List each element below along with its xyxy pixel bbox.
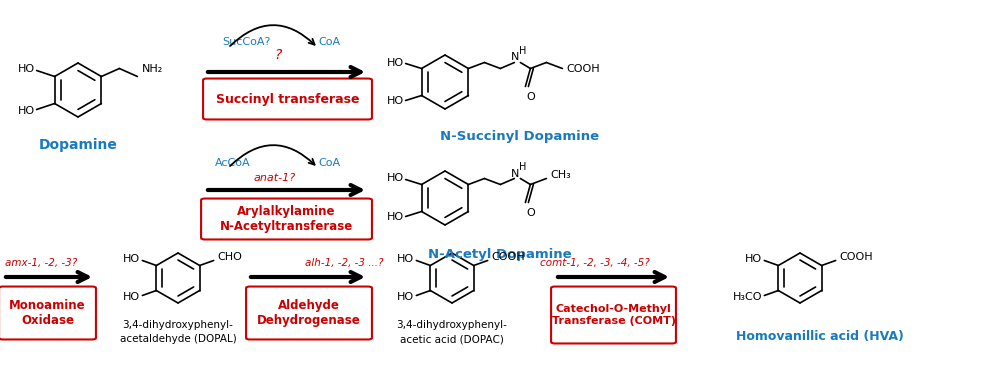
Text: Succinyl transferase: Succinyl transferase [216, 92, 359, 105]
Text: Dopamine: Dopamine [38, 138, 118, 152]
Text: HO: HO [398, 291, 414, 302]
Text: N: N [512, 168, 519, 178]
Text: COOH: COOH [840, 252, 873, 262]
Text: HO: HO [18, 106, 34, 116]
Text: HO: HO [387, 212, 404, 222]
Text: 3,4-dihydroxyphenyl-: 3,4-dihydroxyphenyl- [123, 320, 234, 330]
Text: ?: ? [274, 48, 282, 62]
Text: alh-1, -2, -3 ...?: alh-1, -2, -3 ...? [305, 258, 384, 268]
Text: anat-1?: anat-1? [254, 173, 296, 183]
Text: N-Succinyl Dopamine: N-Succinyl Dopamine [441, 130, 600, 143]
Text: amx-1, -2, -3?: amx-1, -2, -3? [5, 258, 78, 268]
FancyBboxPatch shape [0, 287, 96, 339]
Text: H: H [518, 161, 526, 171]
Text: COOH: COOH [492, 252, 525, 262]
Text: comt-1, -2, -3, -4, -5?: comt-1, -2, -3, -4, -5? [540, 258, 650, 268]
Text: AcCoA: AcCoA [215, 158, 250, 168]
Text: Catechol-O-Methyl
Transferase (COMT): Catechol-O-Methyl Transferase (COMT) [552, 304, 676, 326]
Text: HO: HO [745, 254, 762, 265]
Text: HO: HO [387, 97, 404, 106]
Text: N-Acetyl Dopamine: N-Acetyl Dopamine [428, 248, 572, 261]
Text: O: O [526, 92, 535, 102]
Text: CoA: CoA [318, 37, 340, 47]
Text: Homovanillic acid (HVA): Homovanillic acid (HVA) [736, 330, 904, 343]
Text: N: N [512, 52, 519, 62]
Text: CoA: CoA [318, 158, 340, 168]
Text: COOH: COOH [567, 63, 600, 73]
Text: acetaldehyde (DOPAL): acetaldehyde (DOPAL) [120, 334, 237, 344]
Text: HO: HO [387, 174, 404, 184]
Text: HO: HO [18, 63, 34, 73]
FancyBboxPatch shape [246, 287, 372, 339]
Text: H₃CO: H₃CO [733, 291, 762, 302]
Text: HO: HO [398, 254, 414, 265]
Text: HO: HO [387, 58, 404, 68]
Text: acetic acid (DOPAC): acetic acid (DOPAC) [400, 334, 504, 344]
Text: H: H [518, 46, 526, 55]
Text: Monoamine
Oxidase: Monoamine Oxidase [9, 299, 85, 327]
Text: SucCoA?: SucCoA? [222, 37, 270, 47]
Text: Aldehyde
Dehydrogenase: Aldehyde Dehydrogenase [257, 299, 360, 327]
FancyBboxPatch shape [203, 79, 372, 120]
Text: O: O [526, 208, 535, 218]
Text: 3,4-dihydroxyphenyl-: 3,4-dihydroxyphenyl- [397, 320, 508, 330]
FancyBboxPatch shape [201, 199, 372, 240]
Text: Arylalkylamine
N-Acetyltransferase: Arylalkylamine N-Acetyltransferase [220, 205, 354, 233]
FancyBboxPatch shape [551, 287, 676, 344]
Text: HO: HO [123, 291, 140, 302]
Text: NH₂: NH₂ [141, 63, 163, 73]
Text: CH₃: CH₃ [550, 171, 572, 181]
Text: HO: HO [123, 254, 140, 265]
Text: CHO: CHO [218, 252, 243, 262]
